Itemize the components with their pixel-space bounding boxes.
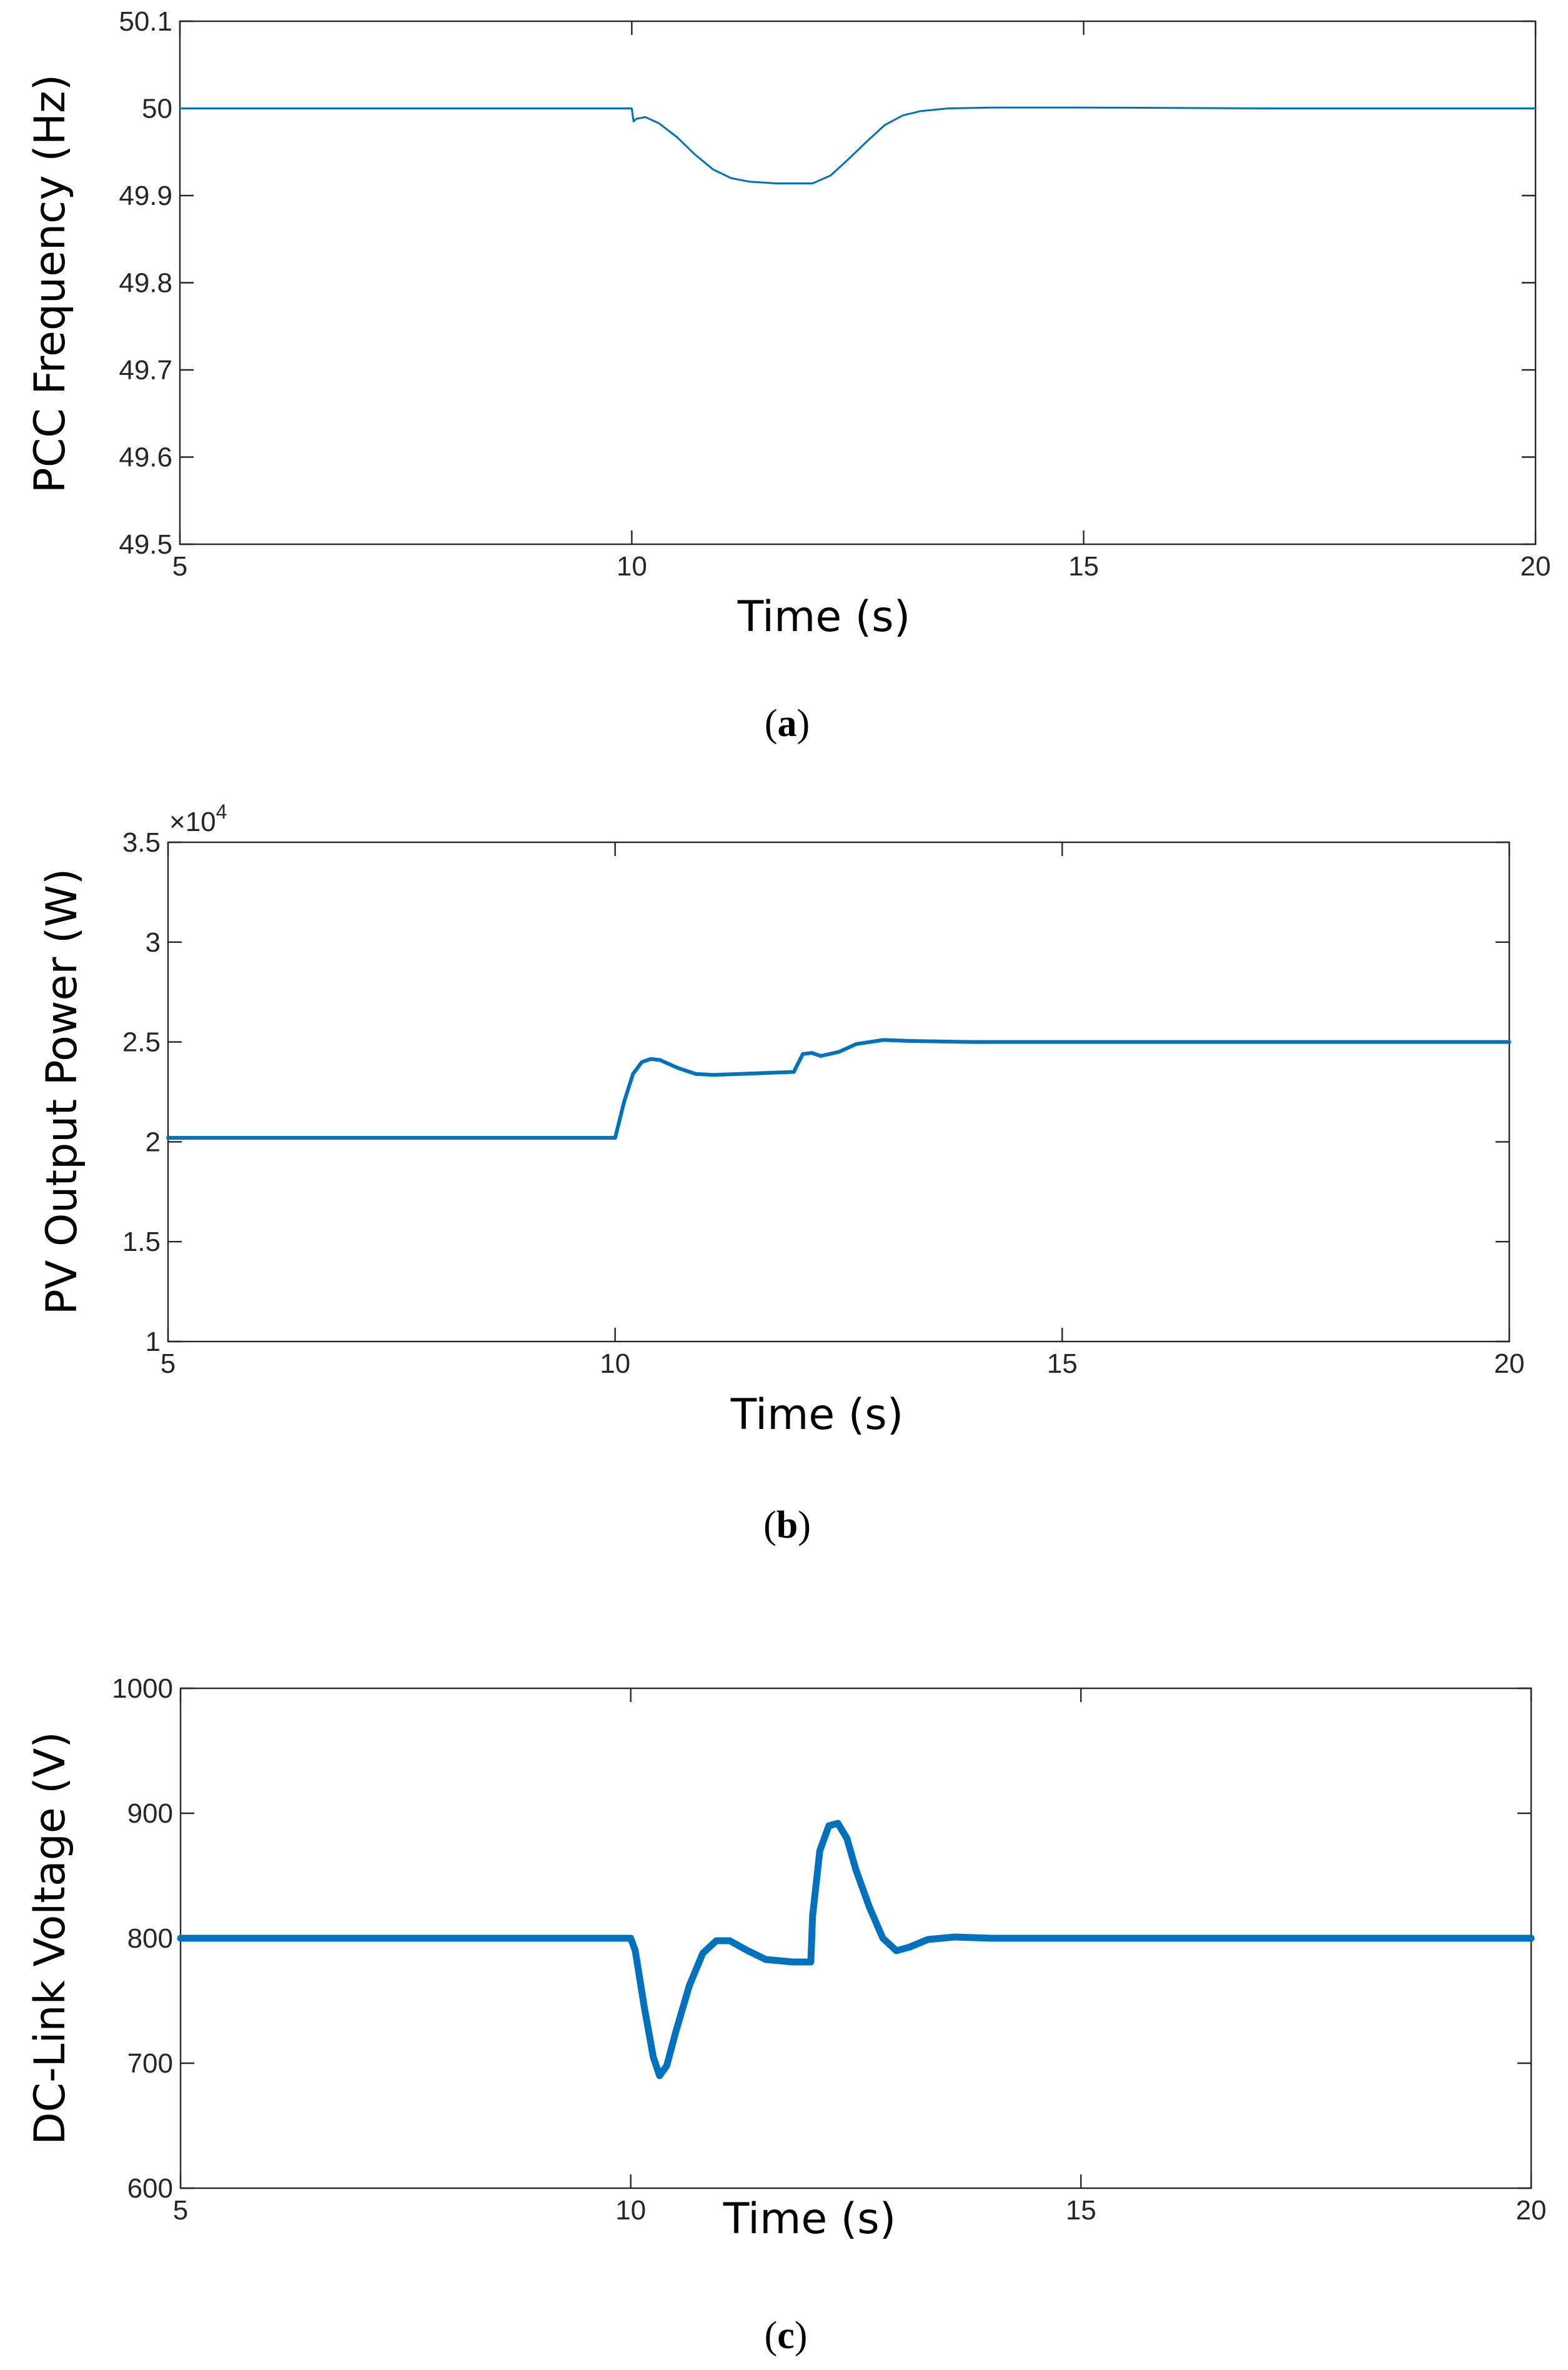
y-tick-labels-b: 1 1.5 2 2.5 3 3.5 <box>122 827 161 1357</box>
caption-letter-b: b <box>777 1504 798 1546</box>
x-axis-label-b: Time (s) <box>730 1390 904 1440</box>
x-tick-label: 5 <box>172 551 187 582</box>
caption-a: (a) <box>765 702 810 745</box>
plot-frame-b <box>167 841 1511 1343</box>
caption-letter-a: a <box>778 702 797 745</box>
y-tick-label: 1000 <box>112 1673 173 1704</box>
tick-marks-a <box>179 20 1537 545</box>
x-axis-label-c: Time (s) <box>723 2194 896 2244</box>
x-tick-label: 5 <box>161 1348 176 1379</box>
series-line-pcc-frequency <box>179 106 1537 184</box>
caption-c: (c) <box>765 2314 808 2357</box>
y-tick-label: 49.9 <box>119 181 172 211</box>
y-tick-label: 700 <box>127 2048 173 2079</box>
caption-letter-c: c <box>777 2314 795 2357</box>
y-tick-labels-a: 49.5 49.6 49.7 49.8 49.9 50 50.1 <box>119 6 172 560</box>
y-tick-label: 1.5 <box>122 1227 161 1257</box>
plot-frame-a <box>179 20 1537 545</box>
x-tick-label: 20 <box>1521 551 1551 582</box>
caption-b: (b) <box>763 1504 811 1546</box>
y-tick-label: 2.5 <box>122 1027 161 1058</box>
x-tick-label: 10 <box>617 551 647 582</box>
x-tick-label: 15 <box>1066 2195 1096 2226</box>
y-tick-label: 49.7 <box>119 355 172 386</box>
y-tick-label: 49.6 <box>119 442 172 473</box>
x-tick-label: 20 <box>1516 2195 1547 2226</box>
x-tick-label: 20 <box>1494 1348 1525 1379</box>
tick-marks-b <box>167 841 1511 1343</box>
x-tick-label: 10 <box>600 1348 630 1379</box>
panel-b: 1 1.5 2 2.5 3 3.5 5 10 15 20 ×104 Time (… <box>37 800 1524 1546</box>
y-axis-label-a: PCC Frequency (Hz) <box>26 74 75 493</box>
x-tick-labels-a: 5 10 15 20 <box>172 551 1551 582</box>
x-tick-label: 10 <box>615 2195 646 2226</box>
x-tick-labels-b: 5 10 15 20 <box>161 1348 1525 1379</box>
y-exponent-base: ×10 <box>169 807 216 837</box>
y-tick-label: 3.5 <box>122 827 161 858</box>
y-tick-label: 50.1 <box>119 6 172 37</box>
series-line-dc-link-voltage <box>177 1820 1535 2079</box>
y-exponent-label: ×104 <box>169 800 227 837</box>
x-tick-label: 5 <box>173 2195 188 2226</box>
panel-a: 49.5 49.6 49.7 49.8 49.9 50 50.1 5 10 15… <box>26 6 1551 745</box>
x-axis-label-a: Time (s) <box>737 592 911 642</box>
y-tick-label: 800 <box>127 1923 173 1954</box>
y-tick-label: 2 <box>146 1127 161 1157</box>
series-line-pv-output-power <box>166 1038 1511 1140</box>
y-exponent-power: 4 <box>216 800 227 823</box>
x-tick-label: 15 <box>1068 551 1099 582</box>
y-tick-label: 3 <box>146 927 161 958</box>
y-tick-label: 1 <box>146 1327 161 1357</box>
y-tick-label: 50 <box>142 94 172 124</box>
y-tick-labels-c: 600 700 800 900 1000 <box>112 1673 173 2204</box>
x-tick-labels-c: 5 10 15 20 <box>173 2195 1547 2226</box>
panel-c: 600 700 800 900 1000 5 10 15 20 Time (s)… <box>26 1673 1546 2357</box>
x-tick-label: 15 <box>1047 1348 1078 1379</box>
y-axis-label-b: PV Output Power (W) <box>37 869 87 1315</box>
y-tick-label: 49.5 <box>119 529 172 560</box>
y-axis-label-c: DC-Link Voltage (V) <box>26 1731 75 2145</box>
y-tick-label: 49.8 <box>119 268 172 299</box>
y-tick-label: 900 <box>127 1798 173 1829</box>
y-tick-label: 600 <box>127 2173 173 2204</box>
